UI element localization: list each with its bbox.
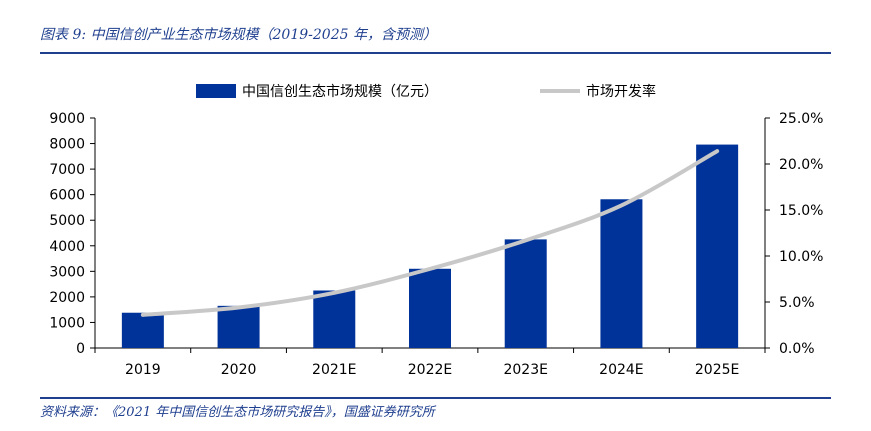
bar <box>504 239 547 348</box>
left-axis-tick-label: 4000 <box>49 239 85 255</box>
legend-swatch-bar <box>196 84 236 98</box>
x-axis-tick-label: 2020 <box>221 362 257 378</box>
x-axis-tick-label: 2025E <box>695 362 739 378</box>
bar <box>409 268 451 348</box>
top-rule <box>40 52 831 54</box>
left-axis-tick-label: 6000 <box>49 188 85 204</box>
left-axis-tick-label: 2000 <box>49 290 85 306</box>
right-axis-tick-label: 10.0% <box>779 249 823 265</box>
bar <box>217 305 260 348</box>
x-axis-tick-label: 2019 <box>125 362 161 378</box>
bar <box>121 312 164 348</box>
right-axis-tick-label: 15.0% <box>779 203 823 219</box>
legend-label-bar: 中国信创生态市场规模（亿元） <box>242 83 438 100</box>
figure-title: 图表 9: 中国信创产业生态市场规模（2019-2025 年，含预测） <box>40 27 437 43</box>
chart: 0 1000 2000 3000 4000 5000 6000 7000 8000 9000 0.0… <box>49 83 823 378</box>
bar <box>600 199 643 348</box>
bar <box>313 290 356 348</box>
left-axis-tick-label: 3000 <box>49 264 85 280</box>
left-axis-tick-label: 0 <box>76 341 85 357</box>
right-axis-tick-label: 0.0% <box>779 341 815 357</box>
x-axis-tick-label: 2024E <box>599 362 643 378</box>
x-axis-tick-label: 2021E <box>312 362 356 378</box>
left-axis-tick-label: 1000 <box>49 315 85 331</box>
right-axis-tick-label: 25.0% <box>779 111 823 127</box>
figure-source: 资料来源：《2021 年中国信创生态市场研究报告》，国盛证券研究所 <box>40 405 435 420</box>
left-axis-tick-label: 5000 <box>49 213 85 229</box>
right-axis-tick-label: 20.0% <box>779 157 823 173</box>
left-axis-tick-label: 7000 <box>49 162 85 178</box>
left-axis-tick-label: 8000 <box>49 137 85 153</box>
x-axis-tick-label: 2022E <box>408 362 452 378</box>
left-axis-tick-label: 9000 <box>49 111 85 127</box>
bar <box>696 144 739 348</box>
line-series-market-rate <box>140 149 720 317</box>
bottom-rule <box>40 397 831 399</box>
legend-label-line: 市场开发率 <box>586 83 656 100</box>
right-axis-tick-label: 5.0% <box>779 295 815 311</box>
x-axis-tick-label: 2023E <box>503 362 547 378</box>
